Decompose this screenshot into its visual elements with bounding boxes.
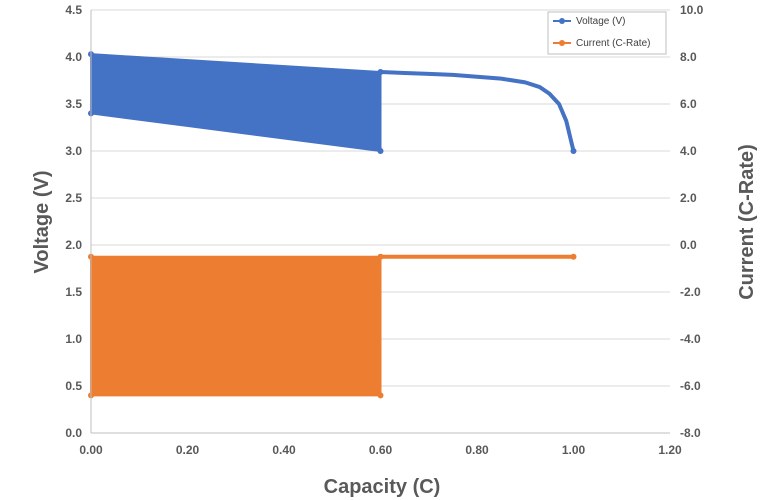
legend-voltage-marker: [559, 18, 565, 24]
y2-axis-title: Current (C-Rate): [736, 144, 758, 300]
y2-tick-label-1: -6.0: [680, 379, 701, 393]
x-tick-label-2: 0.40: [272, 443, 296, 457]
current-pulse-band: [90, 255, 382, 397]
voltage-end-marker: [570, 148, 577, 154]
x-tick-label-5: 1.00: [562, 443, 586, 457]
x-tick-label-4: 0.80: [465, 443, 489, 457]
legend-box: [547, 11, 667, 55]
y-tick-label-1: 0.5: [65, 379, 82, 393]
axes: 0.0 0.5 1.0 1.5 2.0 2.5 3.0 3.5 4.0 4.5 -8.0 -6.0 -4…: [65, 3, 703, 457]
y2-tick-label-8: 8.0: [680, 50, 697, 64]
y2-tick-label-6: 4.0: [680, 144, 697, 158]
y2-tick-label-4: 0.0: [680, 238, 697, 252]
x-tick-label-1: 0.20: [176, 443, 200, 457]
y-tick-label-9: 4.5: [65, 3, 82, 17]
y-tick-label-3: 1.5: [65, 285, 82, 299]
x-tick-label-6: 1.20: [658, 443, 682, 457]
y-tick-label-8: 4.0: [65, 50, 82, 64]
y2-tick-label-9: 10.0: [680, 3, 704, 17]
y-tick-label-5: 2.5: [65, 191, 82, 205]
x-tick-label-3: 0.60: [369, 443, 393, 457]
y2-tick-label-0: -8.0: [680, 426, 701, 440]
y-tick-label-7: 3.5: [65, 97, 82, 111]
y2-tick-label-2: -4.0: [680, 332, 701, 346]
y2-tick-label-7: 6.0: [680, 97, 697, 111]
y-tick-label-2: 1.0: [65, 332, 82, 346]
y2-tick-label-5: 2.0: [680, 191, 697, 205]
legend-current-label: Current (C-Rate): [576, 38, 650, 49]
legend: Voltage (V) Current (C-Rate): [547, 11, 667, 55]
y-tick-label-6: 3.0: [65, 144, 82, 158]
y-tick-label-4: 2.0: [65, 238, 82, 252]
current-end-marker: [570, 253, 577, 260]
legend-current-marker: [559, 40, 565, 46]
voltage-band-marker-3: [377, 148, 384, 154]
legend-voltage-label: Voltage (V): [576, 16, 625, 27]
y2-tick-label-3: -2.0: [680, 285, 701, 299]
current-band-marker-3: [377, 392, 384, 399]
y-tick-label-0: 0.0: [65, 426, 82, 440]
y-axis-title: Voltage (V): [31, 171, 53, 274]
x-axis-title: Capacity (C): [324, 476, 441, 498]
plot-area: [88, 51, 577, 399]
voltage-series-line: [378, 70, 576, 153]
x-tick-label-0: 0.00: [79, 443, 103, 457]
